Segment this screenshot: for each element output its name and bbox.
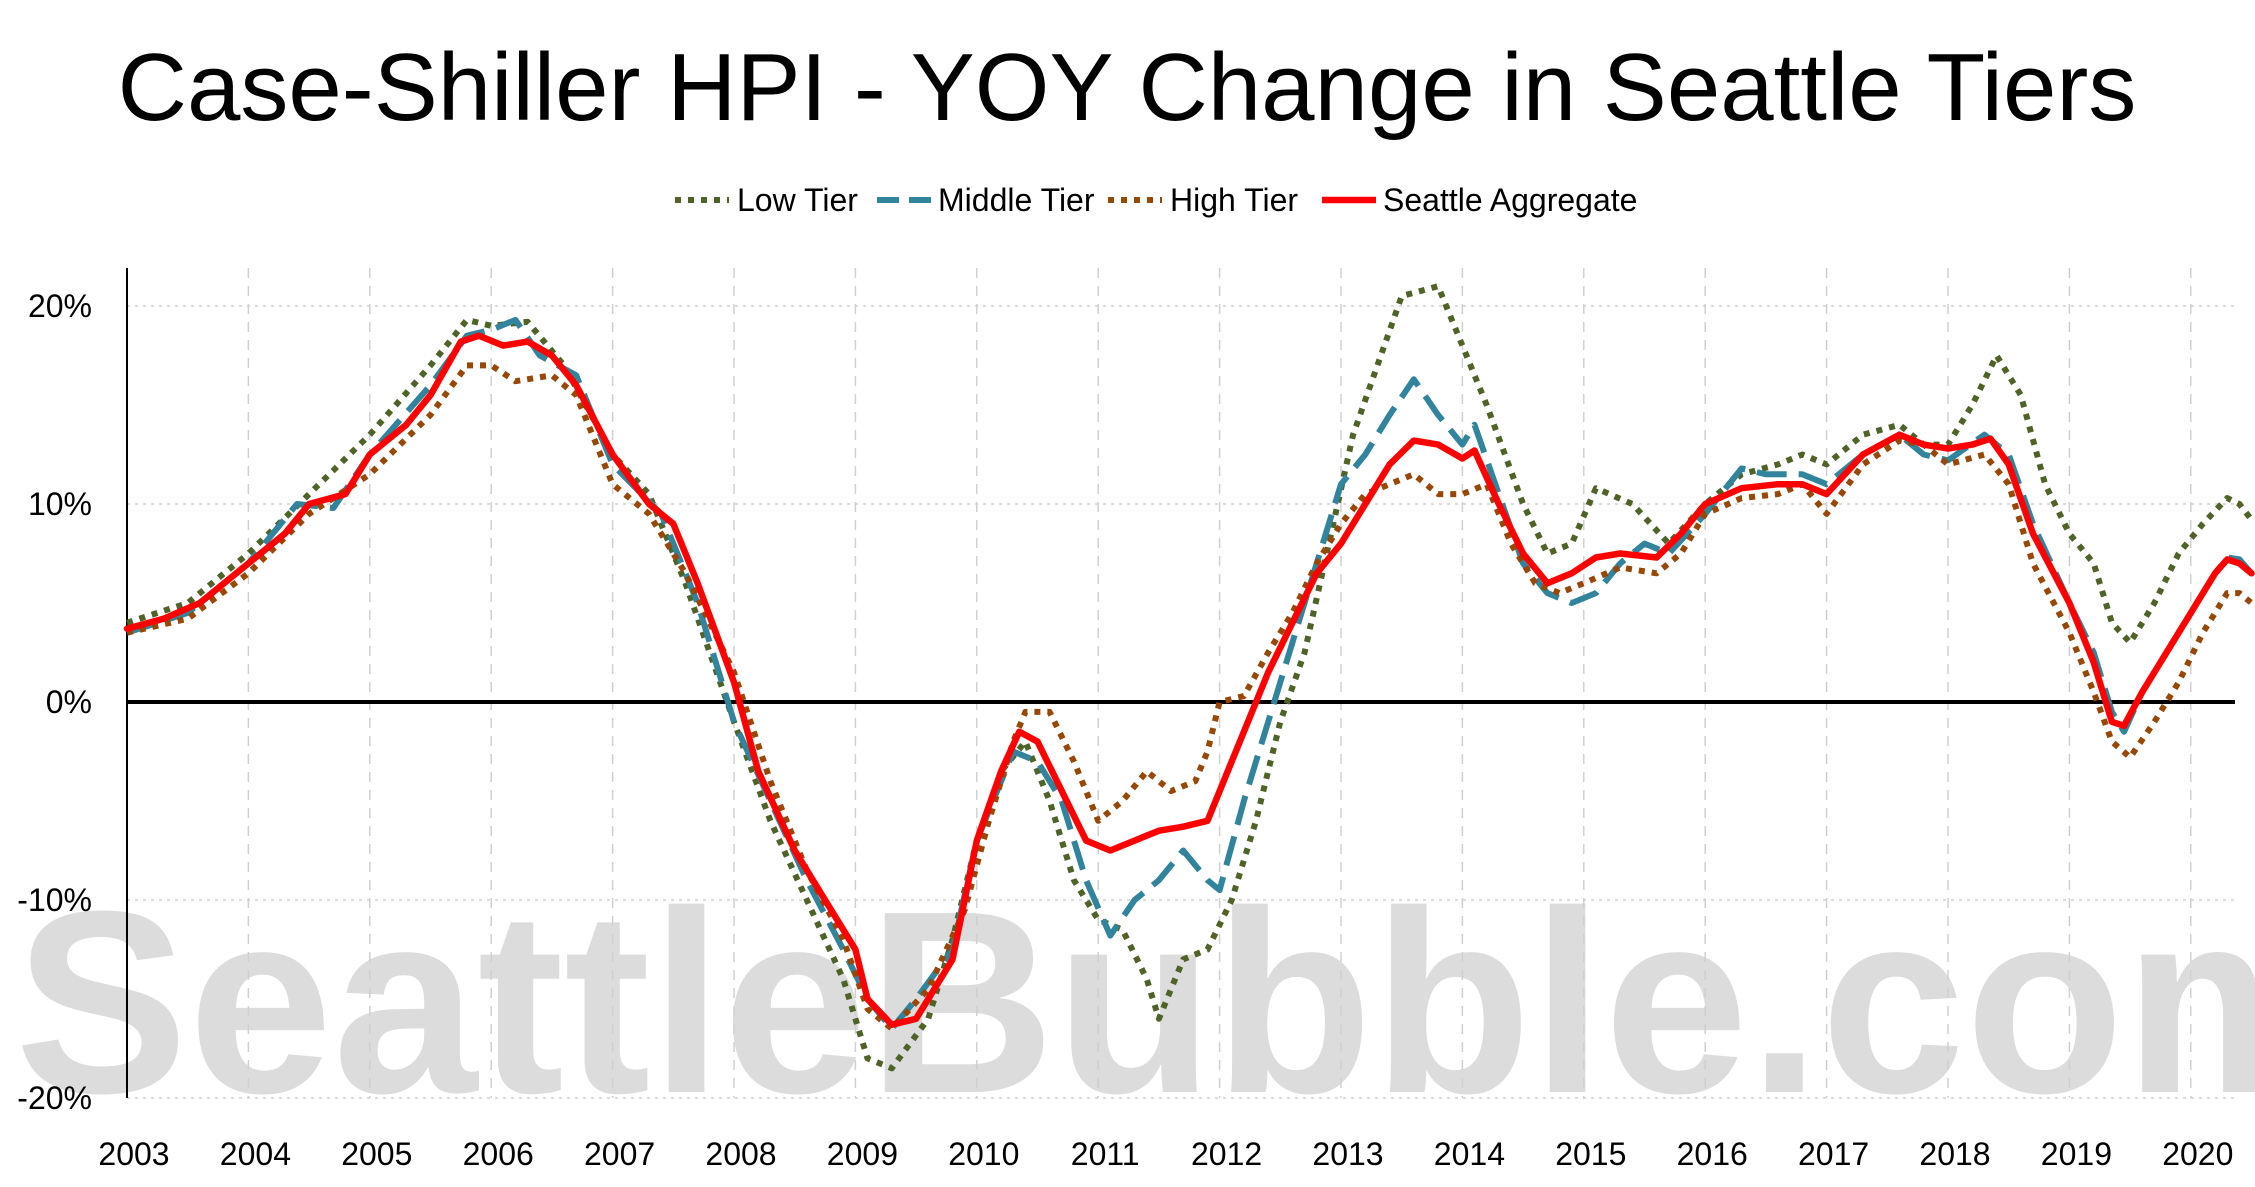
legend-item: Seattle Aggregate (1322, 182, 1637, 218)
x-tick-label: 2015 (1555, 1136, 1626, 1172)
x-tick-label: 2019 (2041, 1136, 2112, 1172)
x-tick-label: 2010 (948, 1136, 1019, 1172)
watermark: SeattleBubble.com (15, 858, 2255, 1148)
x-tick-label: 2016 (1677, 1136, 1748, 1172)
x-tick-label: 2018 (1919, 1136, 1990, 1172)
y-tick-label: -20% (17, 1080, 92, 1116)
x-tick-label: 2006 (463, 1136, 534, 1172)
x-tick-label: 2005 (341, 1136, 412, 1172)
chart-legend: Low Tier Middle Tier High Tier Seattle Aggr… (675, 182, 1637, 218)
x-tick-label: 2004 (220, 1136, 291, 1172)
legend-label: Low Tier (737, 182, 858, 218)
x-tick-label: 2013 (1312, 1136, 1383, 1172)
y-tick-label: -10% (17, 882, 92, 918)
x-tick-label: 2020 (2162, 1136, 2233, 1172)
legend-label: Seattle Aggregate (1383, 182, 1637, 218)
x-tick-label: 2017 (1798, 1136, 1869, 1172)
y-tick-label: 10% (28, 486, 92, 522)
x-tick-label: 2009 (827, 1136, 898, 1172)
series-group (123, 283, 2255, 1072)
tick-labels: 20% 10% 0% -10% -20%2003 2004 2005 2006 2007 2008… (17, 288, 2233, 1172)
x-tick-label: 2014 (1434, 1136, 1505, 1172)
y-tick-label: 0% (46, 684, 92, 720)
axes (126, 268, 2235, 1098)
x-tick-label: 2003 (98, 1136, 169, 1172)
legend-item: High Tier (1108, 182, 1298, 218)
chart-title: Case-Shiller HPI - YOY Change in Seattle… (118, 34, 2137, 141)
x-tick-label: 2011 (1071, 1136, 1140, 1172)
x-tick-label: 2007 (584, 1136, 655, 1172)
legend-item: Middle Tier (877, 182, 1095, 218)
x-tick-label: 2008 (705, 1136, 776, 1172)
x-tick-label: 2012 (1191, 1136, 1262, 1172)
legend-label: Middle Tier (938, 182, 1095, 218)
series-line-seattle-aggregate (123, 332, 2255, 1028)
y-tick-label: 20% (28, 288, 92, 324)
series-line-high-tier (126, 362, 2254, 1032)
legend-label: High Tier (1170, 182, 1298, 218)
legend-item: Low Tier (675, 182, 858, 218)
series-line-low-tier (126, 283, 2254, 1072)
